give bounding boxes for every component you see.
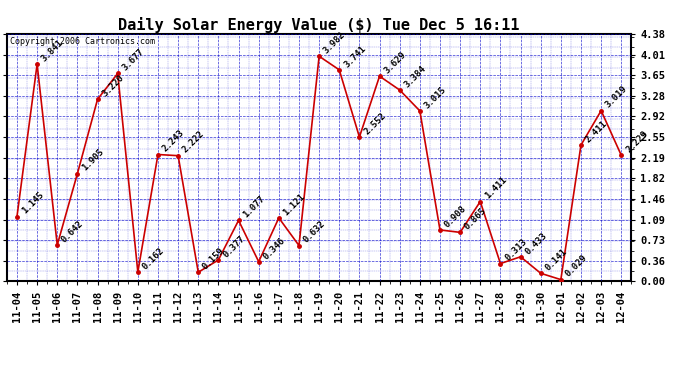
Text: 3.841: 3.841 <box>40 38 66 63</box>
Text: 3.019: 3.019 <box>604 84 629 110</box>
Text: 0.159: 0.159 <box>201 246 226 272</box>
Text: 1.145: 1.145 <box>20 190 45 216</box>
Text: 1.905: 1.905 <box>80 147 106 173</box>
Text: 0.377: 0.377 <box>221 234 246 259</box>
Text: 2.552: 2.552 <box>362 111 388 136</box>
Text: 0.433: 0.433 <box>523 231 549 256</box>
Title: Daily Solar Energy Value ($) Tue Dec 5 16:11: Daily Solar Energy Value ($) Tue Dec 5 1… <box>119 16 520 33</box>
Text: 3.741: 3.741 <box>342 44 367 69</box>
Text: 3.629: 3.629 <box>382 50 408 75</box>
Text: 0.141: 0.141 <box>544 247 569 273</box>
Text: 3.982: 3.982 <box>322 30 347 56</box>
Text: 3.015: 3.015 <box>422 85 448 110</box>
Text: 3.220: 3.220 <box>100 73 126 99</box>
Text: 2.243: 2.243 <box>161 128 186 154</box>
Text: 0.908: 0.908 <box>443 204 468 229</box>
Text: 2.411: 2.411 <box>584 119 609 144</box>
Text: 0.865: 0.865 <box>463 206 489 232</box>
Text: 0.029: 0.029 <box>564 254 589 279</box>
Text: 0.346: 0.346 <box>262 236 287 261</box>
Text: 3.677: 3.677 <box>121 47 146 73</box>
Text: 1.121: 1.121 <box>282 192 307 217</box>
Text: 0.642: 0.642 <box>60 219 86 244</box>
Text: 1.077: 1.077 <box>241 194 267 220</box>
Text: 0.632: 0.632 <box>302 219 327 245</box>
Text: 0.313: 0.313 <box>503 237 529 263</box>
Text: Copyright 2006 Cartronics.com: Copyright 2006 Cartronics.com <box>10 38 155 46</box>
Text: 2.222: 2.222 <box>181 129 206 155</box>
Text: 2.229: 2.229 <box>624 129 649 154</box>
Text: 3.384: 3.384 <box>402 64 428 89</box>
Text: 1.411: 1.411 <box>483 176 509 201</box>
Text: 0.162: 0.162 <box>141 246 166 272</box>
